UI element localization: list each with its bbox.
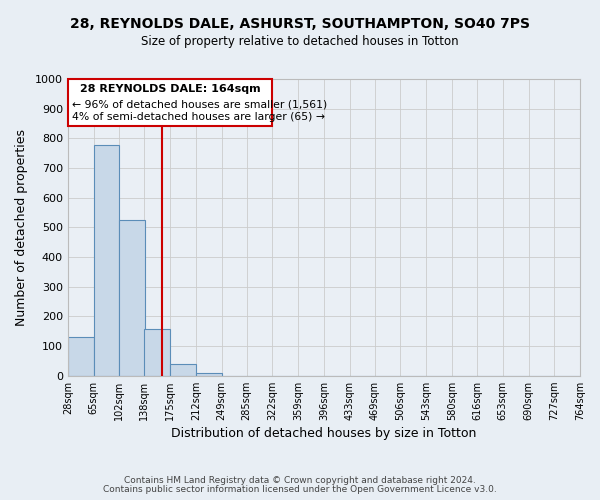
Y-axis label: Number of detached properties: Number of detached properties: [15, 129, 28, 326]
Text: 4% of semi-detached houses are larger (65) →: 4% of semi-detached houses are larger (6…: [72, 112, 325, 122]
Bar: [145, 329, 170, 376]
Bar: [170, 364, 196, 376]
Text: ← 96% of detached houses are smaller (1,561): ← 96% of detached houses are smaller (1,…: [72, 99, 327, 109]
Bar: [196, 372, 221, 376]
FancyBboxPatch shape: [68, 79, 272, 126]
Bar: [119, 220, 145, 376]
Text: Contains HM Land Registry data © Crown copyright and database right 2024.: Contains HM Land Registry data © Crown c…: [124, 476, 476, 485]
Text: Size of property relative to detached houses in Totton: Size of property relative to detached ho…: [141, 35, 459, 48]
Text: 28 REYNOLDS DALE: 164sqm: 28 REYNOLDS DALE: 164sqm: [80, 84, 260, 94]
Bar: [68, 337, 94, 376]
Text: 28, REYNOLDS DALE, ASHURST, SOUTHAMPTON, SO40 7PS: 28, REYNOLDS DALE, ASHURST, SOUTHAMPTON,…: [70, 18, 530, 32]
Bar: [94, 145, 119, 376]
Text: Contains public sector information licensed under the Open Government Licence v3: Contains public sector information licen…: [103, 485, 497, 494]
X-axis label: Distribution of detached houses by size in Totton: Distribution of detached houses by size …: [171, 427, 476, 440]
